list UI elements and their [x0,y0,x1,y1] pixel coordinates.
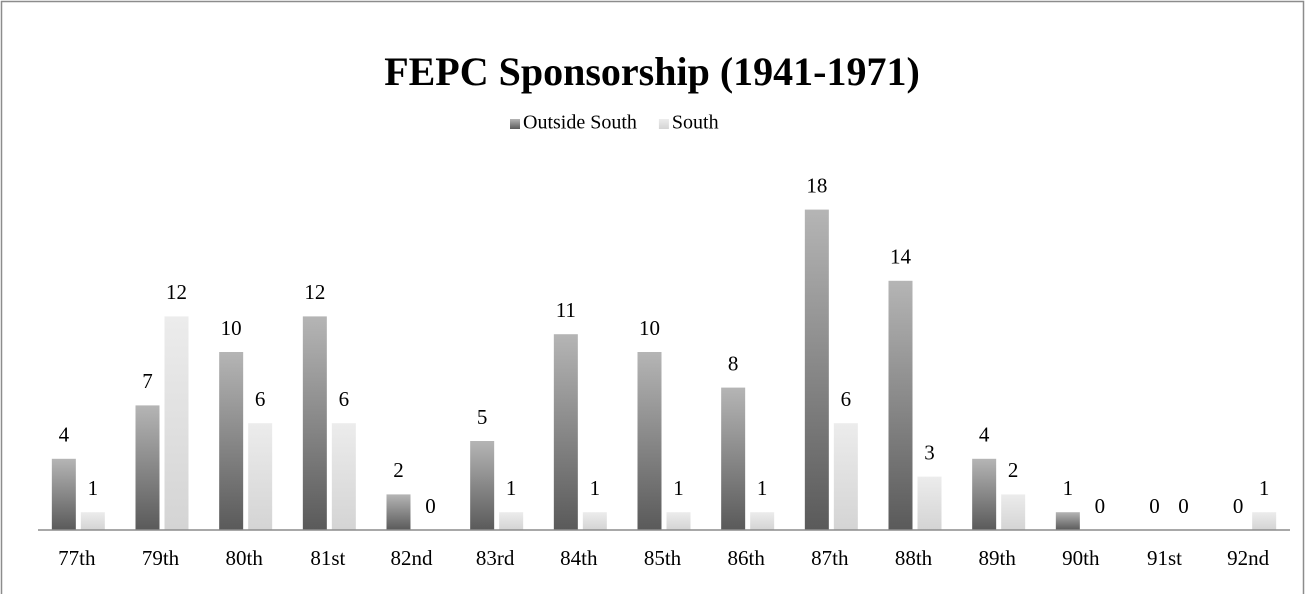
bar [248,423,273,530]
bar [582,512,607,530]
data-label: 12 [166,280,187,304]
data-label: 0 [425,494,436,518]
data-label: 11 [556,298,576,322]
bar [917,476,942,530]
bar [750,512,775,530]
bar [1001,494,1026,530]
data-label: 5 [477,405,488,429]
legend-swatch [658,119,669,129]
data-label: 8 [728,351,739,375]
data-label: 4 [59,423,70,447]
data-label: 0 [1233,494,1244,518]
bar [888,280,913,530]
x-tick-label: 83rd [476,546,515,570]
data-label: 1 [1063,476,1074,500]
data-label: 1 [673,476,684,500]
x-tick-label: 81st [310,546,345,570]
bar [1252,512,1277,530]
x-tick-label: 92nd [1227,546,1270,570]
data-label: 14 [890,245,912,269]
bar [804,209,829,530]
bar [302,316,327,530]
data-label: 10 [639,316,660,340]
x-tick-label: 87th [811,546,849,570]
data-label: 1 [757,476,768,500]
x-tick-label: 85th [644,546,682,570]
data-label: 0 [1178,494,1189,518]
bar [331,423,356,530]
data-label: 12 [304,280,325,304]
x-tick-label: 91st [1147,546,1182,570]
bar [80,512,105,530]
bar [386,494,411,530]
bar [972,458,997,530]
x-tick-label: 80th [225,546,263,570]
bar [553,334,578,530]
bar [135,405,160,530]
bar [51,458,76,530]
bar [470,441,495,530]
bar [666,512,691,530]
data-label: 1 [506,476,517,500]
bar [833,423,858,530]
x-tick-label: 89th [978,546,1016,570]
bar [499,512,524,530]
data-label: 2 [393,458,404,482]
bar [219,352,244,530]
legend-label: South [672,112,719,134]
data-label: 10 [221,316,242,340]
data-label: 1 [590,476,601,500]
data-label: 4 [979,423,990,447]
x-tick-label: 88th [895,546,933,570]
bar [1055,512,1080,530]
data-label: 0 [1149,494,1160,518]
bar [164,316,189,530]
data-label: 6 [339,387,350,411]
bar [637,352,662,530]
x-tick-label: 84th [560,546,598,570]
x-tick-label: 79th [142,546,180,570]
data-label: 1 [88,476,99,500]
x-tick-label: 82nd [391,546,434,570]
data-label: 0 [1095,494,1106,518]
data-label: 2 [1008,458,1019,482]
chart-title: FEPC Sponsorship (1941-1971) [384,49,920,94]
data-label: 3 [924,440,935,464]
data-label: 1 [1259,476,1270,500]
data-label: 18 [806,173,827,197]
data-label: 6 [841,387,852,411]
x-tick-label: 90th [1062,546,1100,570]
data-label: 7 [142,369,153,393]
x-tick-label: 77th [58,546,96,570]
legend-swatch [510,119,520,129]
bar [721,387,746,530]
legend-label: Outside South [523,112,637,134]
x-tick-label: 86th [727,546,765,570]
data-label: 6 [255,387,266,411]
